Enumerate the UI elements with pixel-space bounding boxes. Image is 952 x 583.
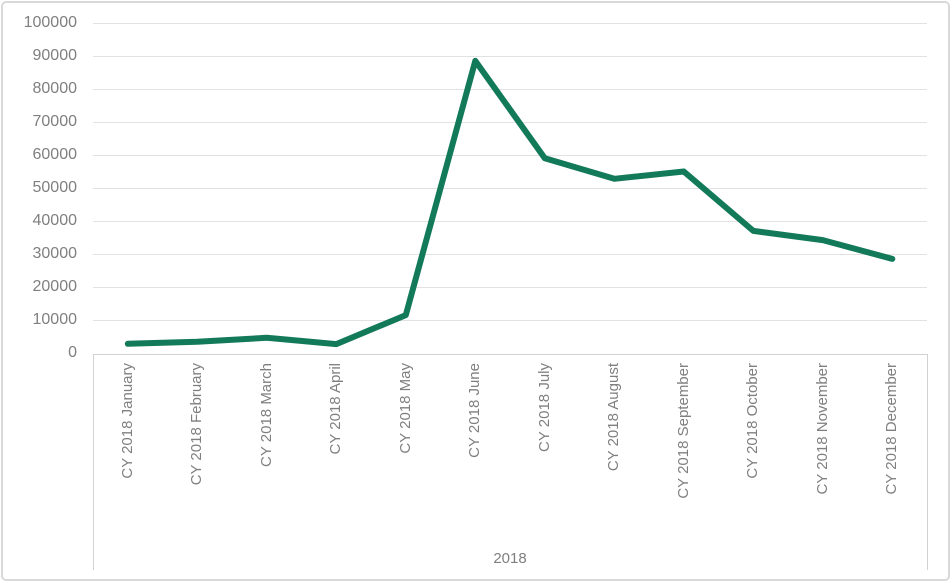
x-tick-label: CY 2018 September [675,363,692,499]
y-tick-label: 80000 [32,80,78,97]
gridline-y-80000 [93,89,927,90]
y-tick-label: 90000 [32,47,78,64]
year-group-label: 2018 [493,550,527,567]
gridline-y-100000 [93,23,927,24]
y-tick-label: 40000 [32,212,78,229]
x-tick-label: CY 2018 November [814,363,831,495]
x-tick-label: CY 2018 June [466,363,483,458]
gridline-y-10000 [93,320,927,321]
gridline-y-30000 [93,254,927,255]
gridline-y-40000 [93,221,927,222]
y-tick-label: 50000 [32,179,78,196]
x-tick-label: CY 2018 May [397,363,414,454]
gridline-y-20000 [93,287,927,288]
x-tick-label: CY 2018 August [605,363,622,472]
gridline-y-70000 [93,122,927,123]
y-tick-label: 100000 [23,14,77,31]
y-tick-label: 0 [68,344,77,361]
x-tick-label: CY 2018 April [327,363,344,455]
category-label-box-left-border [93,354,94,570]
plot-area [124,57,896,348]
gridline-y-90000 [93,56,927,57]
y-tick-label: 30000 [32,245,78,262]
gridline-y-60000 [93,155,927,156]
y-tick-label: 20000 [32,278,78,295]
x-tick-label: CY 2018 January [119,363,136,479]
y-tick-label: 60000 [32,146,78,163]
series-line [124,57,896,348]
gridline-y-50000 [93,188,927,189]
x-axis-line [93,354,927,355]
x-tick-label: CY 2018 March [258,363,275,467]
x-tick-label: CY 2018 February [188,363,205,486]
x-tick-label: CY 2018 October [744,363,761,479]
x-tick-label: CY 2018 December [883,363,900,495]
category-label-box-right-border [927,354,928,570]
y-tick-label: 10000 [32,311,78,328]
y-tick-label: 70000 [32,113,78,130]
x-tick-label: CY 2018 July [536,363,553,452]
